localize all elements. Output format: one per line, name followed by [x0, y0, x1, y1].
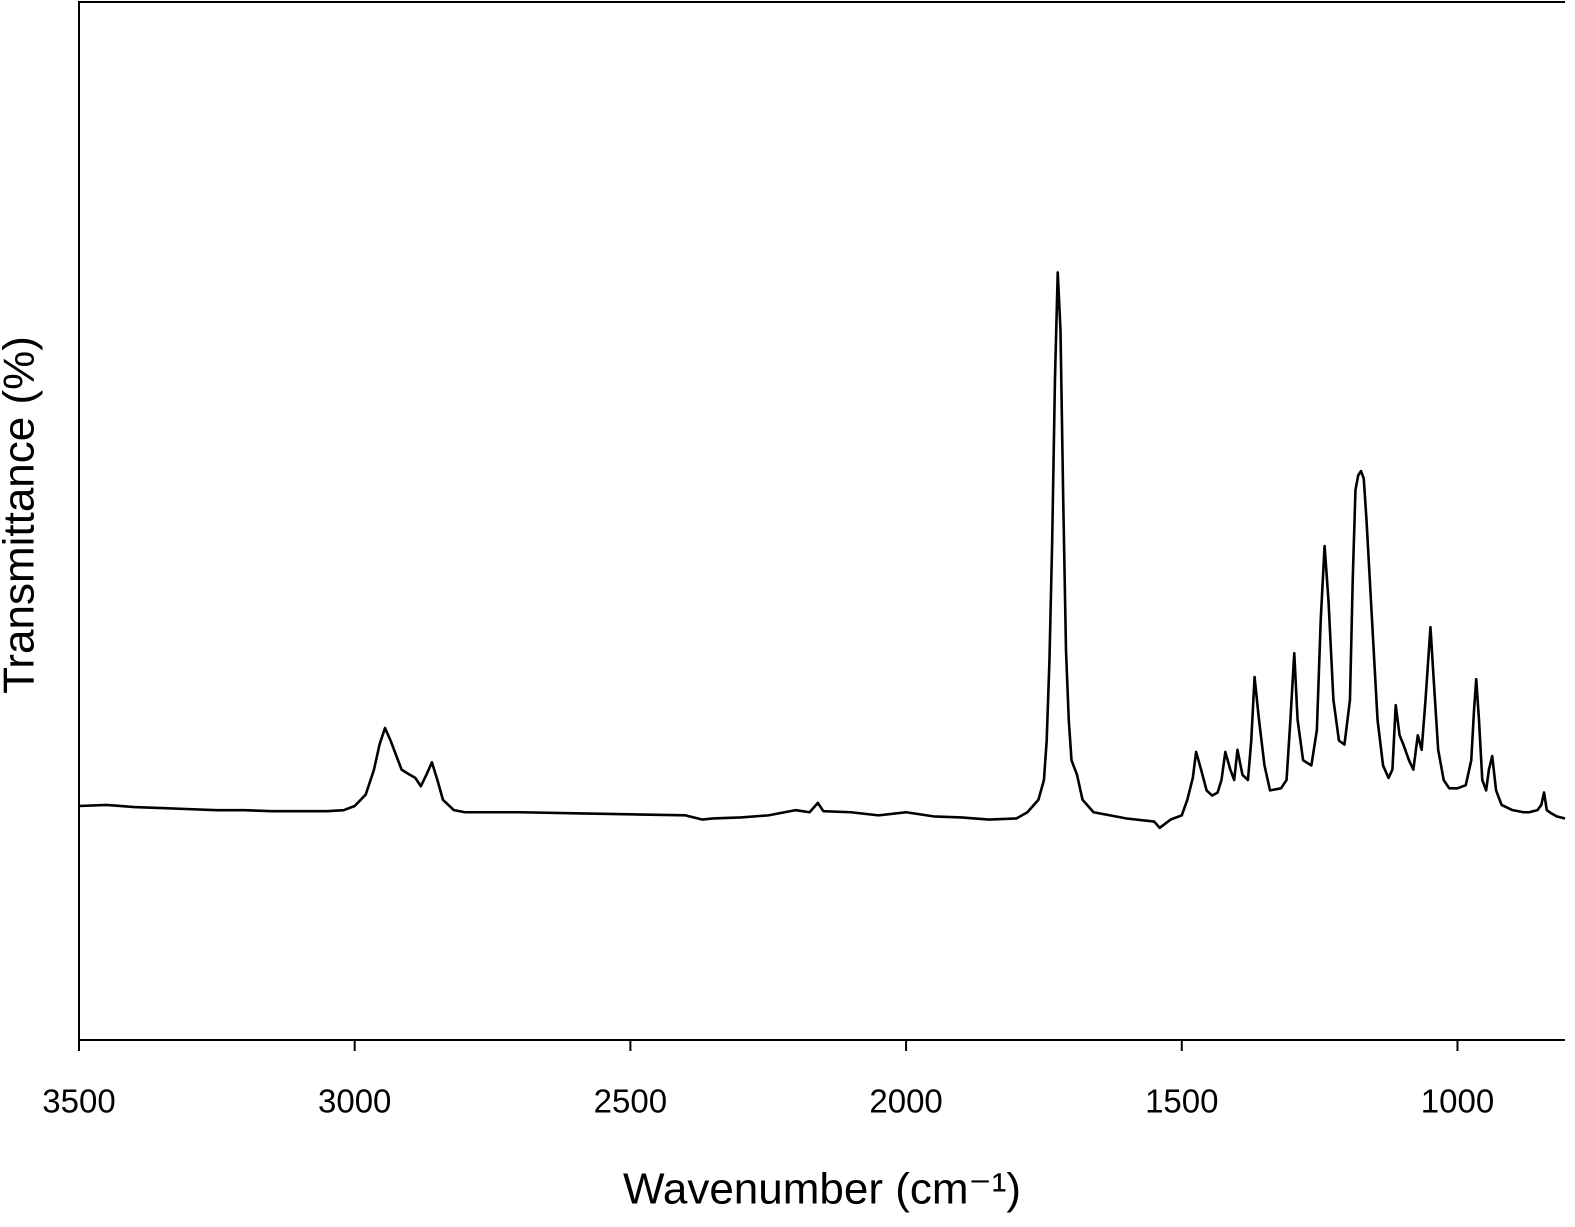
x-tick-label: 1500 [1145, 1083, 1218, 1120]
x-tick-label: 1000 [1421, 1083, 1494, 1120]
spectrum-line [78, 271, 1566, 830]
x-tick-label: 2000 [869, 1083, 942, 1120]
x-tick-label: 2500 [594, 1083, 667, 1120]
y-axis-label: Transmittance (%) [0, 336, 44, 694]
x-axis-label: Wavenumber (cm⁻¹) [623, 1165, 1021, 1214]
x-tick-label: 3000 [318, 1083, 391, 1120]
x-tick-label: 3500 [42, 1083, 115, 1120]
